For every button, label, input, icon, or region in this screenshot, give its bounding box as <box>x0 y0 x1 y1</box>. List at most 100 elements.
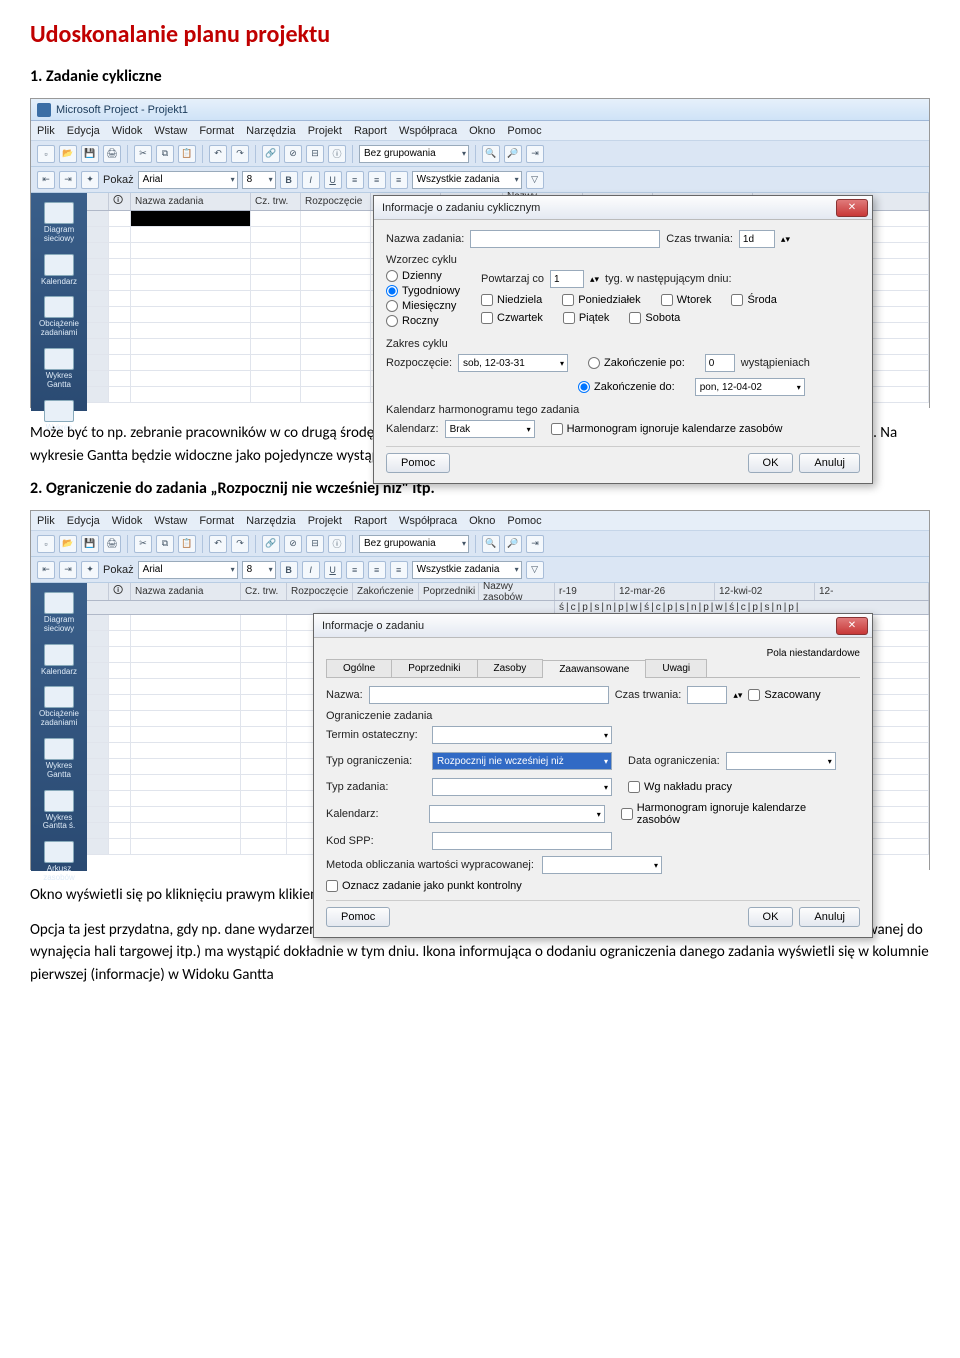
align-left-icon[interactable]: ≡ <box>346 561 364 579</box>
underline-icon[interactable]: U <box>324 171 342 189</box>
check-thursday[interactable]: Czwartek <box>481 312 543 324</box>
menu-file[interactable]: Plik <box>37 515 55 527</box>
tab-custom[interactable]: Pola niestandardowe <box>767 648 860 659</box>
link-icon[interactable]: 🔗 <box>262 145 280 163</box>
paste-icon[interactable]: 📋 <box>178 145 196 163</box>
menu-project[interactable]: Projekt <box>308 515 342 527</box>
calendar-combo[interactable] <box>429 805 605 823</box>
check-wednesday[interactable]: Środa <box>731 294 776 306</box>
repeat-input[interactable] <box>550 270 584 288</box>
dur-input[interactable] <box>687 686 727 704</box>
close-icon[interactable]: ✕ <box>836 199 868 217</box>
ctype-combo[interactable]: Rozpocznij nie wcześniej niż <box>432 752 612 770</box>
underline-icon[interactable]: U <box>324 561 342 579</box>
outdent-icon[interactable]: ⇤ <box>37 171 55 189</box>
check-estimated[interactable]: Szacowany <box>748 689 820 701</box>
unlink-icon[interactable]: ⊘ <box>284 535 302 553</box>
help-button[interactable]: Pomoc <box>326 907 390 927</box>
tab-general[interactable]: Ogólne <box>326 659 392 677</box>
deadline-combo[interactable] <box>432 726 612 744</box>
open-icon[interactable]: 📂 <box>59 145 77 163</box>
viewbar-taskusage[interactable]: Obciążenie zadaniami <box>35 683 83 731</box>
cut-icon[interactable]: ✂ <box>134 535 152 553</box>
copy-icon[interactable]: ⧉ <box>156 535 174 553</box>
show-icon[interactable]: ✦ <box>81 171 99 189</box>
filter-combo[interactable]: Wszystkie zadania <box>412 171 522 189</box>
zoom-out-icon[interactable]: 🔎 <box>504 145 522 163</box>
close-icon[interactable]: ✕ <box>836 617 868 635</box>
calendar-combo[interactable]: Brak <box>445 420 535 438</box>
cancel-button[interactable]: Anuluj <box>799 907 860 927</box>
help-button[interactable]: Pomoc <box>386 453 450 473</box>
check-ignore-cal[interactable]: Harmonogram ignoruje kalendarze zasobów <box>551 423 783 435</box>
font-combo[interactable]: Arial <box>138 171 238 189</box>
zoom-in-icon[interactable]: 🔍 <box>482 535 500 553</box>
align-right-icon[interactable]: ≡ <box>390 561 408 579</box>
group-combo[interactable]: Bez grupowania <box>359 145 469 163</box>
redo-icon[interactable]: ↷ <box>231 535 249 553</box>
menu-report[interactable]: Raport <box>354 125 387 137</box>
split-icon[interactable]: ⊟ <box>306 535 324 553</box>
filter-combo[interactable]: Wszystkie zadania <box>412 561 522 579</box>
save-icon[interactable]: 💾 <box>81 145 99 163</box>
check-sunday[interactable]: Niedziela <box>481 294 542 306</box>
new-icon[interactable]: ▫ <box>37 145 55 163</box>
copy-icon[interactable]: ⧉ <box>156 145 174 163</box>
spinner-icon[interactable]: ▴▾ <box>781 234 790 245</box>
italic-icon[interactable]: I <box>302 561 320 579</box>
print-icon[interactable]: 🖨 <box>103 145 121 163</box>
menu-edit[interactable]: Edycja <box>67 125 100 137</box>
font-combo[interactable]: Arial <box>138 561 238 579</box>
paste-icon[interactable]: 📋 <box>178 535 196 553</box>
menu-file[interactable]: Plik <box>37 125 55 137</box>
viewbar-network[interactable]: Diagram sieciowy <box>35 199 83 247</box>
check-milestone[interactable]: Oznacz zadanie jako punkt kontrolny <box>326 880 522 892</box>
outdent-icon[interactable]: ⇤ <box>37 561 55 579</box>
ok-button[interactable]: OK <box>748 907 794 927</box>
zoom-in-icon[interactable]: 🔍 <box>482 145 500 163</box>
viewbar-gantt[interactable]: Wykres Gantta <box>35 345 83 393</box>
end-by-combo[interactable]: pon, 12-04-02 <box>695 378 805 396</box>
show-icon[interactable]: ✦ <box>81 561 99 579</box>
menu-insert[interactable]: Wstaw <box>154 515 187 527</box>
autofilter-icon[interactable]: ▽ <box>526 171 544 189</box>
viewbar-calendar[interactable]: Kalendarz <box>35 641 83 680</box>
info-icon[interactable]: ⓘ <box>328 145 346 163</box>
autofilter-icon[interactable]: ▽ <box>526 561 544 579</box>
open-icon[interactable]: 📂 <box>59 535 77 553</box>
menu-insert[interactable]: Wstaw <box>154 125 187 137</box>
menu-window[interactable]: Okno <box>469 515 495 527</box>
radio-daily[interactable]: Dzienny <box>386 270 467 282</box>
radio-end-after[interactable]: Zakończenie po: <box>588 357 685 369</box>
align-left-icon[interactable]: ≡ <box>346 171 364 189</box>
tab-advanced[interactable]: Zaawansowane <box>542 660 646 678</box>
menu-format[interactable]: Format <box>199 515 234 527</box>
menu-window[interactable]: Okno <box>469 125 495 137</box>
size-combo[interactable]: 8 <box>242 561 276 579</box>
group-combo[interactable]: Bez grupowania <box>359 535 469 553</box>
goto-icon[interactable]: ⇥ <box>526 535 544 553</box>
tab-notes[interactable]: Uwagi <box>645 659 707 677</box>
check-saturday[interactable]: Sobota <box>629 312 680 324</box>
indent-icon[interactable]: ⇥ <box>59 171 77 189</box>
viewbar-taskusage[interactable]: Obciążenie zadaniami <box>35 293 83 341</box>
duration-input[interactable] <box>739 230 775 248</box>
link-icon[interactable]: 🔗 <box>262 535 280 553</box>
menu-help[interactable]: Pomoc <box>507 515 541 527</box>
info-icon[interactable]: ⓘ <box>328 535 346 553</box>
zoom-out-icon[interactable]: 🔎 <box>504 535 522 553</box>
new-icon[interactable]: ▫ <box>37 535 55 553</box>
viewbar-calendar[interactable]: Kalendarz <box>35 251 83 290</box>
menu-collab[interactable]: Współpraca <box>399 515 457 527</box>
menu-report[interactable]: Raport <box>354 515 387 527</box>
redo-icon[interactable]: ↷ <box>231 145 249 163</box>
check-effort[interactable]: Wg nakładu pracy <box>628 781 732 793</box>
print-icon[interactable]: 🖨 <box>103 535 121 553</box>
ttype-combo[interactable] <box>432 778 612 796</box>
check-monday[interactable]: Poniedziałek <box>562 294 640 306</box>
menu-help[interactable]: Pomoc <box>507 125 541 137</box>
viewbar-gantt[interactable]: Wykres Gantta <box>35 735 83 783</box>
start-date-combo[interactable]: sob, 12-03-31 <box>458 354 568 372</box>
menu-collab[interactable]: Współpraca <box>399 125 457 137</box>
italic-icon[interactable]: I <box>302 171 320 189</box>
